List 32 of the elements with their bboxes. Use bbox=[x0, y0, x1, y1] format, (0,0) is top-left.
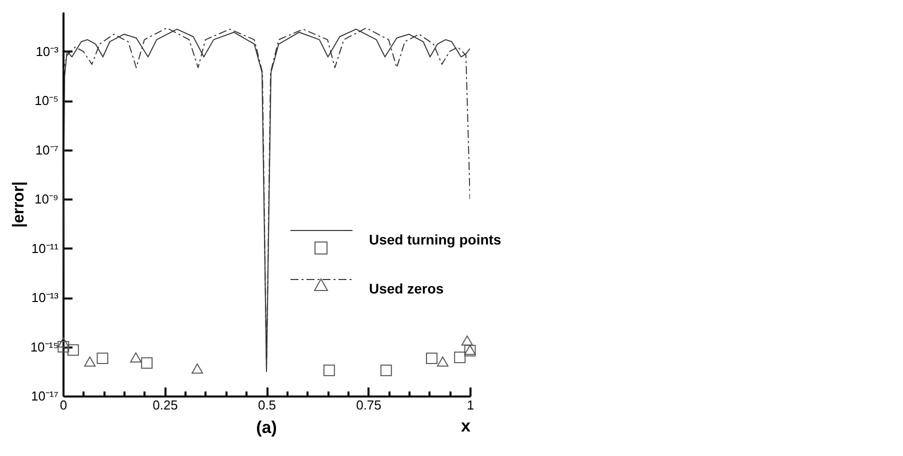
point bbox=[130, 352, 142, 362]
y-tick-label: 10⁻¹¹ bbox=[31, 240, 60, 256]
point bbox=[192, 364, 204, 374]
y-tick-label: 10⁻³ bbox=[36, 44, 60, 59]
point bbox=[454, 352, 466, 364]
y-tick-label: 10⁻¹³ bbox=[31, 290, 60, 306]
x-tick-label: 1 bbox=[466, 398, 474, 412]
point bbox=[96, 352, 108, 364]
y-axis-title: |error| bbox=[10, 181, 28, 228]
point bbox=[426, 352, 438, 364]
y-tick-label: 10⁻⁵ bbox=[34, 93, 58, 108]
y-tick-label: 10⁻¹⁵ bbox=[30, 339, 58, 354]
x-tick-label: 0.75 bbox=[356, 398, 382, 412]
text: (a) bbox=[256, 418, 277, 437]
point bbox=[58, 337, 70, 348]
x-tick-label: 0.25 bbox=[152, 398, 178, 412]
y-tick-label: 10⁻⁷ bbox=[35, 142, 59, 158]
point bbox=[67, 344, 79, 356]
y-tick-label: 10⁻¹⁷ bbox=[31, 388, 59, 404]
point bbox=[141, 357, 153, 369]
x-tick-label: 0 bbox=[60, 398, 68, 412]
point bbox=[436, 356, 448, 367]
point bbox=[323, 364, 335, 376]
point bbox=[380, 364, 392, 376]
legend-label: Used turning points bbox=[369, 232, 502, 248]
x-axis-title: x bbox=[461, 416, 472, 436]
point bbox=[84, 356, 96, 367]
point bbox=[58, 341, 70, 353]
point bbox=[461, 335, 473, 346]
legend-label: Used zeros bbox=[369, 280, 444, 296]
x-tick-label: 0.5 bbox=[258, 398, 276, 412]
y-tick-label: 10⁻⁹ bbox=[34, 192, 58, 207]
